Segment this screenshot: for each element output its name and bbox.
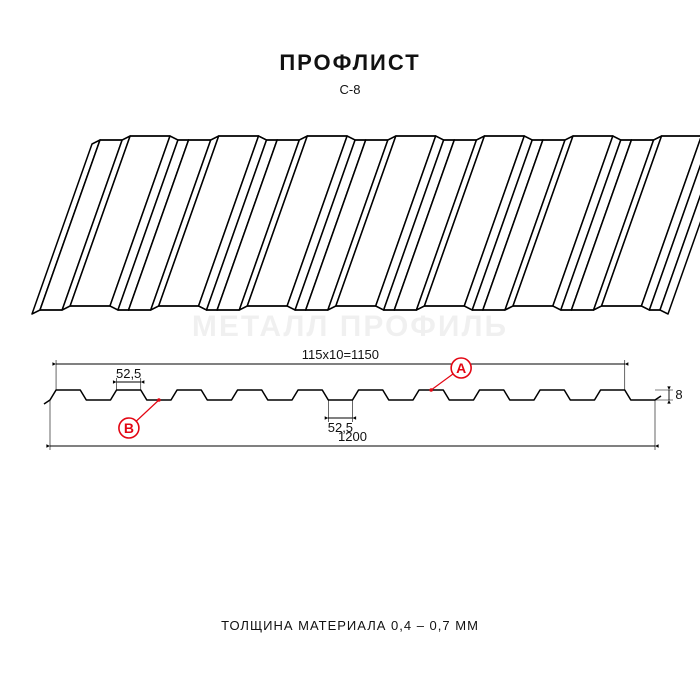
svg-text:B: B [124, 420, 134, 436]
svg-text:115x10=1150: 115x10=1150 [302, 347, 379, 362]
svg-text:52,5: 52,5 [328, 420, 353, 435]
svg-text:8: 8 [675, 387, 682, 402]
technical-drawing: 115x10=115052,5120052,58AB [0, 0, 700, 700]
svg-text:A: A [456, 360, 466, 376]
svg-text:52,5: 52,5 [116, 366, 141, 381]
